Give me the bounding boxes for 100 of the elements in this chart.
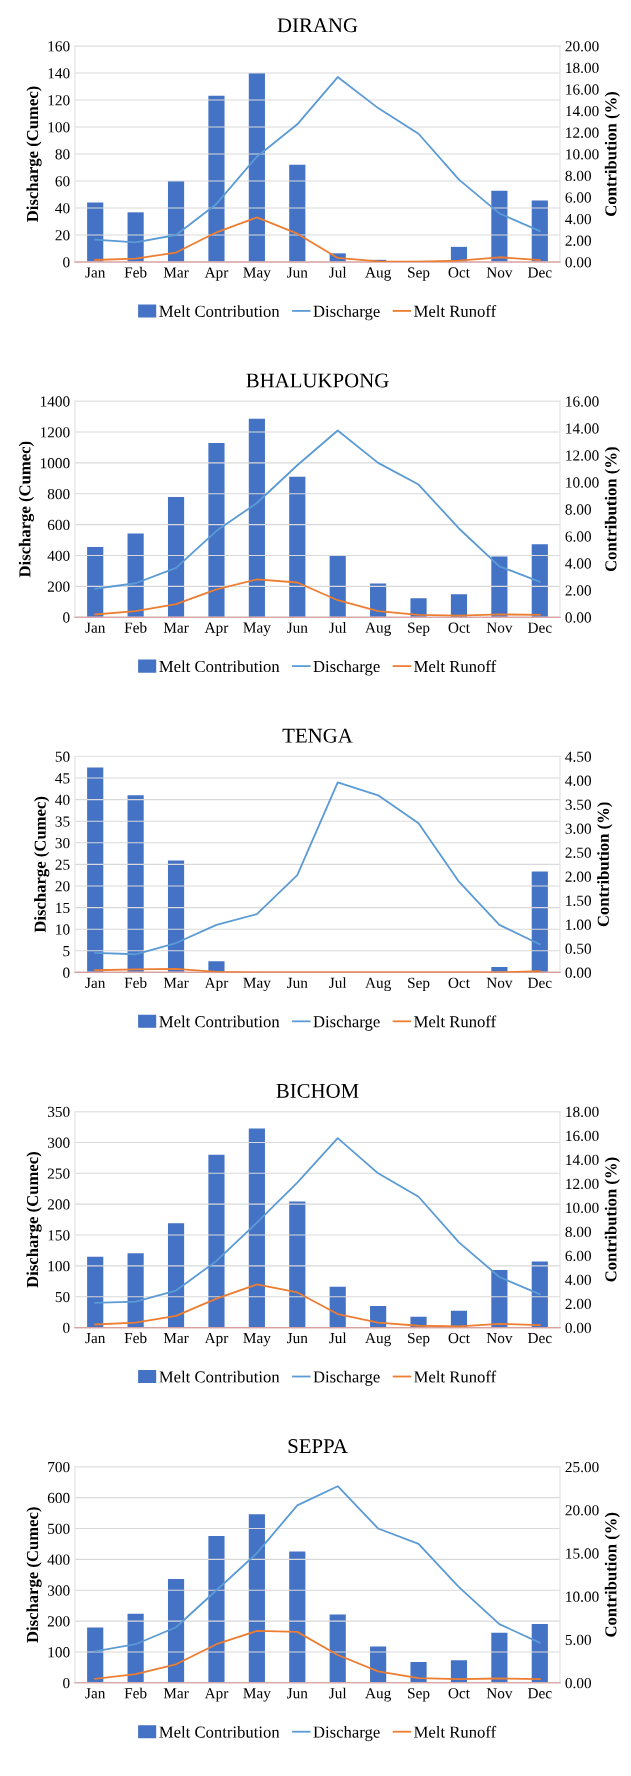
x-tick-label: Jan: [85, 977, 106, 989]
x-tick-label: Mar: [163, 622, 189, 633]
y-tick-label: 1000: [40, 458, 70, 469]
legend-label: Melt Contribution: [159, 305, 280, 317]
legend-label: Melt Contribution: [159, 1725, 280, 1738]
y-tick-label: 5: [63, 946, 70, 957]
chart-title: BICHOM: [276, 1083, 359, 1098]
y-tick-label: 30: [55, 837, 70, 849]
y-tick-label: 800: [47, 488, 70, 500]
y-tick-label: 250: [47, 1168, 70, 1179]
y-axis-title: Discharge (Cumec): [26, 1152, 42, 1288]
x-tick-label: May: [243, 1333, 271, 1347]
x-tick-label: Jul: [329, 1332, 347, 1344]
y2-tick-label: 8.00: [565, 1226, 592, 1238]
y-tick-label: 10: [56, 924, 70, 935]
y2-tick-label: 6.00: [565, 1250, 592, 1262]
y2-tick-label: 0.00: [565, 1322, 592, 1334]
y2-tick-label: 18.00: [566, 62, 599, 74]
x-tick-label: Feb: [124, 622, 147, 633]
y2-tick-label: 3.00: [565, 823, 592, 834]
y-tick-label: 200: [47, 1199, 70, 1210]
y2-tick-label: 0.50: [565, 943, 592, 954]
x-tick-label: Dec: [527, 1333, 552, 1344]
y2-tick-label: 3.50: [565, 799, 592, 810]
y2-tick-label: 4.00: [565, 213, 592, 225]
x-tick-label: Feb: [124, 977, 147, 989]
x-tick-label: Mar: [163, 977, 189, 989]
x-tick-label: Nov: [486, 977, 513, 989]
x-tick-label: Oct: [448, 1688, 470, 1699]
y-tick-label: 140: [48, 68, 70, 79]
x-tick-label: Jan: [85, 1333, 106, 1344]
x-tick-label: Aug: [365, 977, 391, 992]
y-tick-label: 60: [55, 176, 70, 187]
y-tick-label: 0: [63, 612, 70, 623]
y-tick-label: 1200: [40, 427, 70, 438]
legend-label: Melt Runoff: [414, 1015, 497, 1028]
y-tick-label: 0: [63, 1322, 70, 1334]
x-tick-label: Jul: [329, 622, 347, 633]
x-tick-label: Dec: [527, 977, 552, 989]
y-axis-title: Discharge (Cumec): [34, 796, 50, 933]
y2-tick-label: 4.50: [565, 751, 592, 762]
y2-tick-label: 2.50: [565, 847, 592, 858]
y2-tick-label: 2.00: [565, 871, 592, 882]
x-tick-label: May: [243, 267, 271, 281]
x-tick-label: Apr: [204, 622, 229, 636]
y-tick-label: 150: [48, 1230, 70, 1241]
y2-tick-label: 2.00: [565, 585, 592, 596]
x-tick-label: Nov: [486, 1688, 513, 1699]
y2-tick-label: 0.00: [565, 967, 592, 978]
y-axis-title: Discharge (Cumec): [26, 1507, 42, 1643]
chart-title: SEPPA: [288, 1439, 348, 1454]
x-tick-label: Feb: [124, 1332, 147, 1344]
y2-tick-label: 14.00: [566, 1154, 599, 1166]
x-tick-label: Feb: [124, 1687, 147, 1699]
y-tick-label: 120: [48, 95, 70, 106]
y2-tick-label: 0.00: [565, 1677, 592, 1689]
y2-tick-label: 10.00: [566, 149, 599, 160]
y2-tick-label: 8.00: [565, 170, 592, 182]
y2-tick-label: 10.00: [566, 1591, 599, 1602]
y-axis-title: Discharge (Cumec): [26, 86, 42, 222]
y-tick-label: 700: [48, 1461, 70, 1473]
y2-tick-label: 10.00: [566, 477, 599, 488]
y2-tick-label: 12.00: [566, 127, 599, 138]
y-tick-label: 20: [55, 230, 70, 241]
y2-tick-label: 0.00: [565, 257, 592, 268]
x-tick-label: Jun: [287, 1688, 308, 1699]
y2-tick-label: 12.00: [566, 450, 599, 461]
y-tick-label: 0: [63, 257, 70, 268]
x-tick-label: Aug: [365, 1332, 391, 1347]
y-tick-label: 40: [55, 794, 70, 806]
x-tick-label: Sep: [408, 977, 430, 992]
legend-label: Melt Contribution: [159, 1015, 280, 1028]
y2-tick-label: 12.00: [566, 1178, 599, 1190]
legend-label: Melt Runoff: [414, 1725, 497, 1738]
x-tick-label: May: [243, 977, 271, 992]
y-tick-label: 400: [47, 550, 70, 561]
x-tick-label: Oct: [448, 267, 470, 278]
y2-tick-label: 16.00: [566, 396, 599, 407]
y-tick-label: 200: [47, 581, 70, 592]
x-tick-label: Oct: [448, 622, 470, 633]
x-tick-label: Sep: [408, 1688, 430, 1702]
x-tick-label: Nov: [486, 1333, 513, 1344]
x-tick-label: Apr: [204, 977, 229, 992]
legend-label: Melt Runoff: [414, 660, 497, 673]
y2-tick-label: 4.00: [565, 558, 592, 569]
legend-label: Melt Runoff: [414, 305, 497, 317]
y-tick-label: 300: [47, 1585, 70, 1596]
y-tick-label: 100: [48, 1261, 70, 1272]
x-tick-label: Oct: [448, 977, 470, 989]
x-tick-label: Dec: [527, 1688, 552, 1699]
x-tick-label: Nov: [486, 622, 513, 633]
x-tick-label: Apr: [204, 267, 229, 281]
y2-axis-title: Contribution (%): [597, 802, 613, 927]
x-tick-label: Sep: [408, 1332, 430, 1347]
y2-axis-title: Contribution (%): [604, 447, 620, 572]
y2-tick-label: 2.00: [565, 1298, 592, 1310]
y2-tick-label: 1.50: [566, 895, 592, 906]
x-tick-label: Nov: [486, 267, 513, 278]
y-tick-label: 0: [63, 1677, 70, 1689]
x-tick-label: Dec: [527, 622, 552, 633]
